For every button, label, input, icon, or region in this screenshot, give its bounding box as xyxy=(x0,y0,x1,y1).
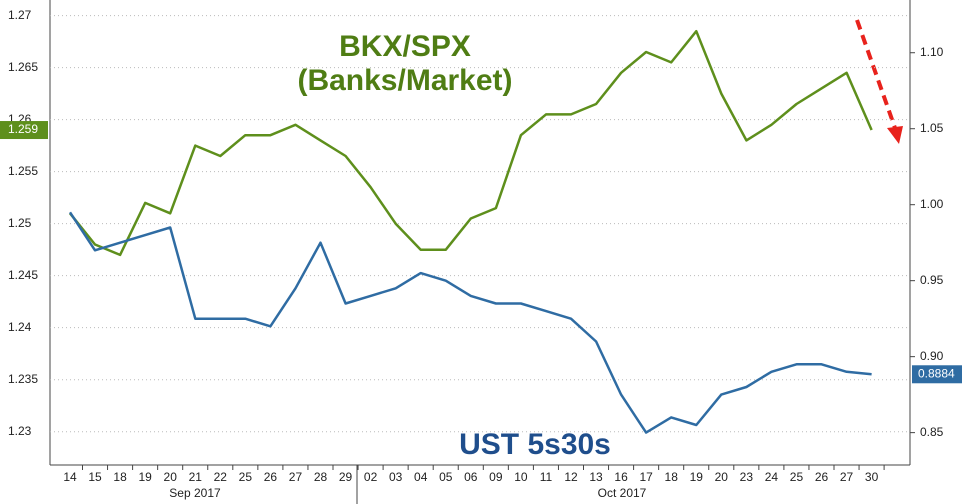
x-tick-label: 19 xyxy=(138,470,152,484)
last-value-tag xyxy=(912,365,962,384)
y-tick-label: 1.24 xyxy=(8,320,32,334)
annotation: BKX/SPX xyxy=(339,30,471,63)
x-tick-label: 13 xyxy=(589,470,603,484)
x-tick-label: 27 xyxy=(840,470,854,484)
x-tick-label: 25 xyxy=(790,470,804,484)
y2-tick-label: 0.85 xyxy=(920,425,944,439)
y-tick-label: 1.25 xyxy=(8,216,32,230)
month-label: Oct 2017 xyxy=(598,486,647,500)
x-tick-label: 24 xyxy=(765,470,779,484)
x-tick-label: 20 xyxy=(164,470,178,484)
x-tick-label: 16 xyxy=(614,470,628,484)
last-value-label: 0.8884 xyxy=(918,366,955,380)
x-tick-label: 02 xyxy=(364,470,378,484)
x-tick-label: 29 xyxy=(339,470,353,484)
x-tick-label: 27 xyxy=(289,470,303,484)
annotation: (Banks/Market) xyxy=(297,64,512,97)
y-tick-label: 1.245 xyxy=(8,268,38,282)
x-tick-label: 22 xyxy=(214,470,228,484)
annotation: UST 5s30s xyxy=(459,428,611,461)
y-tick-label: 1.235 xyxy=(8,372,38,386)
x-tick-label: 26 xyxy=(815,470,829,484)
last-value-tag xyxy=(0,121,48,140)
trend-arrow xyxy=(855,19,903,144)
x-tick-label: 12 xyxy=(564,470,578,484)
x-tick-label: 18 xyxy=(665,470,679,484)
x-tick-label: 11 xyxy=(540,470,553,484)
x-tick-label: 26 xyxy=(264,470,278,484)
x-tick-label: 21 xyxy=(189,470,203,484)
x-tick-label: 15 xyxy=(88,470,102,484)
x-tick-label: 19 xyxy=(690,470,704,484)
y2-tick-label: 1.10 xyxy=(920,45,944,59)
x-tick-label: 04 xyxy=(414,470,428,484)
x-tick-label: 10 xyxy=(514,470,528,484)
x-tick-label: 05 xyxy=(439,470,453,484)
x-tick-label: 06 xyxy=(464,470,478,484)
month-label: Sep 2017 xyxy=(169,486,221,500)
series-line xyxy=(69,29,873,257)
x-tick-label: 14 xyxy=(63,470,77,484)
x-tick-label: 30 xyxy=(865,470,879,484)
x-tick-label: 25 xyxy=(239,470,253,484)
y-tick-label: 1.265 xyxy=(8,60,38,74)
y2-tick-label: 1.00 xyxy=(920,197,944,211)
x-tick-label: 03 xyxy=(389,470,403,484)
y-tick-label: 1.255 xyxy=(8,164,38,178)
x-tick-label: 20 xyxy=(715,470,729,484)
y-tick-label: 1.23 xyxy=(8,424,32,438)
x-tick-label: 23 xyxy=(740,470,754,484)
y2-tick-label: 0.90 xyxy=(920,349,944,363)
x-tick-label: 18 xyxy=(113,470,127,484)
x-tick-label: 17 xyxy=(639,470,653,484)
x-tick-label: 28 xyxy=(314,470,328,484)
y-tick-label: 1.27 xyxy=(8,8,32,22)
y2-tick-label: 1.05 xyxy=(920,121,944,135)
series-line xyxy=(68,211,872,434)
x-tick-label: 09 xyxy=(489,470,503,484)
last-value-label: 1.259 xyxy=(8,122,38,136)
y2-tick-label: 0.95 xyxy=(920,273,944,287)
